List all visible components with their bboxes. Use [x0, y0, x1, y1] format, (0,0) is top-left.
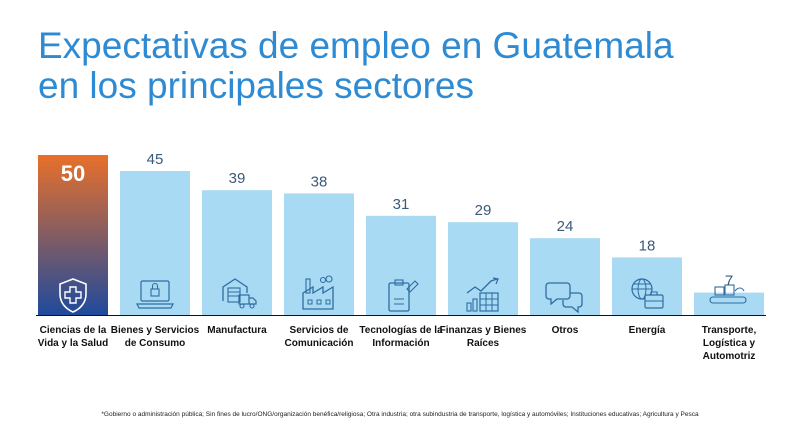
value-label: 38	[311, 173, 328, 190]
category-label: Finanzas y Bienes Raíces	[440, 325, 527, 349]
clipboard-pen-icon	[388, 279, 419, 312]
bar	[284, 193, 354, 315]
bar-chart-icon	[466, 277, 499, 312]
chat-bubbles-icon	[545, 282, 583, 314]
category-label: Ciencias de la Vida y la Salud	[38, 325, 108, 349]
globe-briefcase-icon	[631, 278, 664, 309]
category-label: Manufactura	[207, 325, 267, 336]
bar	[448, 222, 518, 315]
factory-icon	[302, 275, 334, 310]
value-label: 24	[557, 218, 574, 235]
bar-highlight	[38, 155, 108, 315]
warehouse-truck-icon	[222, 278, 257, 309]
value-label: 7	[725, 273, 733, 290]
bar	[694, 292, 764, 315]
bar	[202, 190, 272, 315]
category-label: Transporte, Logística y Automotriz	[702, 325, 757, 362]
footnote: *Gobierno o administración pública; Sin …	[101, 411, 699, 418]
value-label: 39	[229, 170, 246, 187]
conveyor-boxes-icon	[709, 284, 747, 304]
value-label: 50	[61, 161, 85, 186]
bar	[366, 215, 436, 315]
laptop-lock-icon	[136, 280, 174, 309]
chart-title-line-2: en los principales sectores	[38, 65, 474, 106]
category-label: Tecnologías de la Información	[359, 325, 443, 349]
bar	[530, 238, 600, 315]
value-label: 31	[393, 196, 410, 213]
category-label: Energía	[629, 325, 666, 336]
value-label: 18	[639, 237, 656, 254]
value-label: 45	[147, 151, 164, 168]
category-label: Otros	[552, 325, 579, 336]
shield-cross-icon	[59, 278, 87, 313]
chart-title: Expectativas de empleo en Guatemala en l…	[38, 26, 778, 106]
category-label: Bienes y Servicios de Consumo	[111, 325, 200, 349]
chart-title-line-1: Expectativas de empleo en Guatemala	[38, 25, 674, 66]
bar-chart: 50 Ciencias de la Vida y la Salud 45 Bienes …	[36, 151, 766, 362]
category-label: Servicios de Comunicación	[285, 325, 354, 349]
bar	[120, 171, 190, 315]
value-label: 29	[475, 202, 492, 219]
